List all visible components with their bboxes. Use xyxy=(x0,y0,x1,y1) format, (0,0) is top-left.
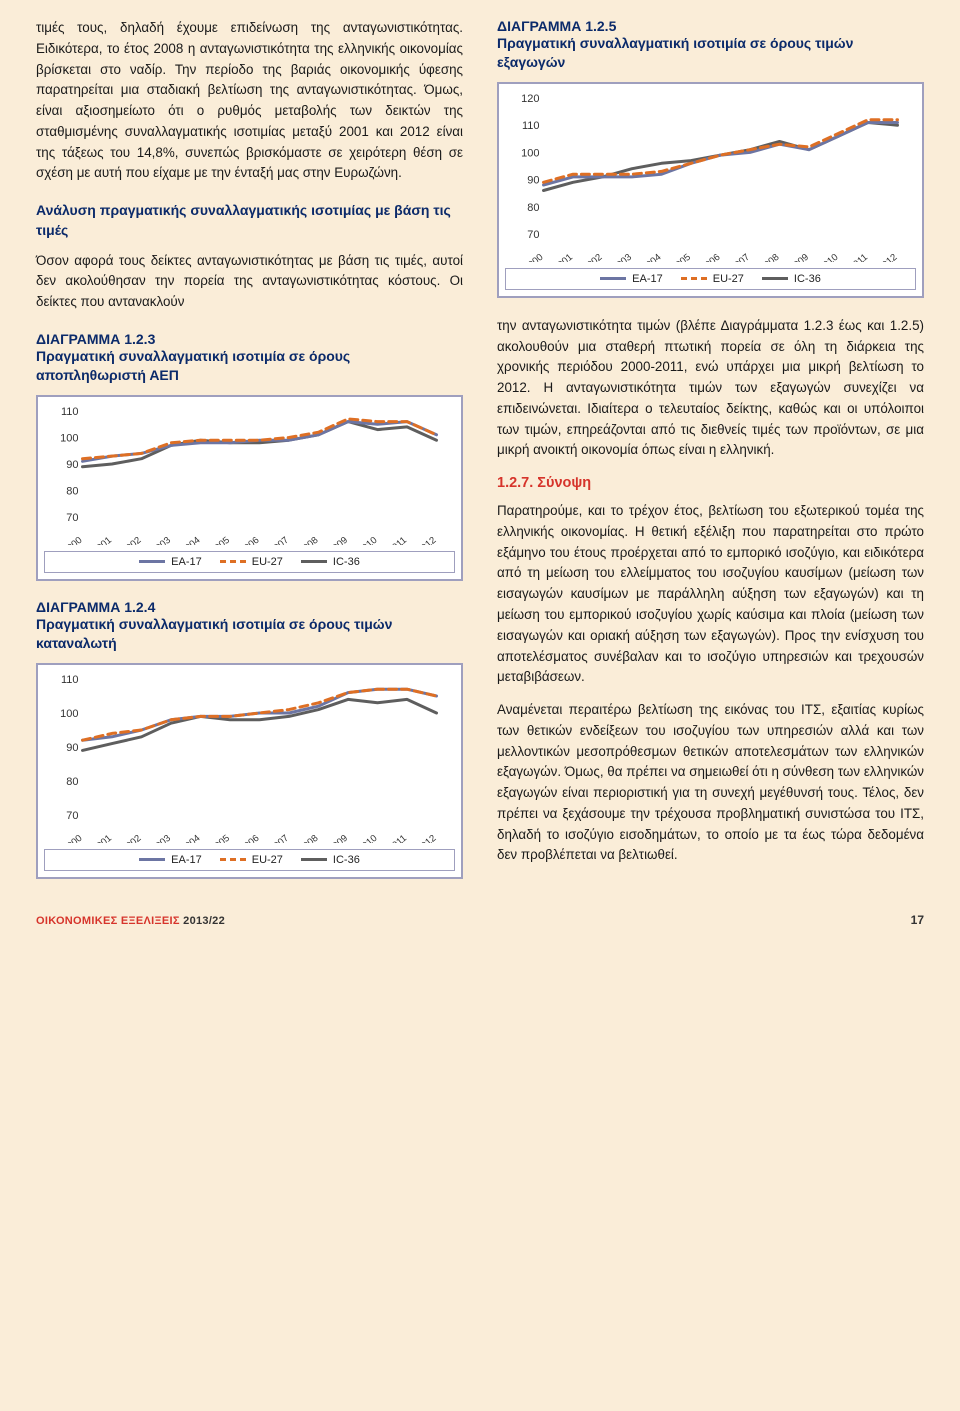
right-para-3: Αναμένεται περαιτέρω βελτίωση της εικόνα… xyxy=(497,700,924,866)
svg-text:70: 70 xyxy=(527,229,539,241)
legend-ic36: IC-36 xyxy=(301,556,360,568)
svg-text:2002: 2002 xyxy=(120,832,143,842)
diagram-124-block: ΔΙΑΓΡΑΜΜΑ 1.2.4 Πραγματική συναλλαγματικ… xyxy=(36,599,463,879)
diagram-124-num: ΔΙΑΓΡΑΜΜΑ 1.2.4 xyxy=(36,599,463,615)
svg-text:2010: 2010 xyxy=(356,832,379,842)
diagram-125-chart: 70 80 90 100 110 120 2000 2001 2002 2003 2004 2005 2… xyxy=(505,92,916,262)
svg-text:2009: 2009 xyxy=(327,832,350,842)
diagram-125-sub: Πραγματική συναλλαγματική ισοτιμία σε όρ… xyxy=(497,34,924,72)
right-column: ΔΙΑΓΡΑΜΜΑ 1.2.5 Πραγματική συναλλαγματικ… xyxy=(497,18,924,879)
svg-text:2010: 2010 xyxy=(356,535,379,545)
left-para-1: τιμές τους, δηλαδή έχουμε επιδείνωση της… xyxy=(36,18,463,184)
svg-text:80: 80 xyxy=(527,202,539,214)
svg-text:80: 80 xyxy=(66,776,78,788)
svg-text:90: 90 xyxy=(66,459,78,471)
svg-text:2005: 2005 xyxy=(209,832,232,842)
svg-text:2012: 2012 xyxy=(876,252,899,262)
svg-text:2006: 2006 xyxy=(238,832,261,842)
svg-text:2006: 2006 xyxy=(238,535,261,545)
right-para-1: την ανταγωνιστικότητα τιμών (βλέπε Διαγρ… xyxy=(497,316,924,461)
page-footer: ΟΙΚΟΝΟΜΙΚΕΣ ΕΞΕΛΙΞΕΙΣ 2013/22 17 xyxy=(36,913,924,927)
left-column: τιμές τους, δηλαδή έχουμε επιδείνωση της… xyxy=(36,18,463,879)
svg-text:110: 110 xyxy=(61,674,79,686)
diagram-124-chart: 70 80 90 100 110 2000 2001 2002 2003 2004 2005 2006… xyxy=(44,673,455,843)
svg-text:110: 110 xyxy=(522,120,540,132)
svg-text:2011: 2011 xyxy=(386,535,409,545)
svg-text:2000: 2000 xyxy=(61,832,84,842)
svg-text:2004: 2004 xyxy=(179,832,202,842)
svg-text:70: 70 xyxy=(66,810,78,822)
svg-text:2008: 2008 xyxy=(297,832,320,842)
svg-text:2012: 2012 xyxy=(415,832,438,842)
svg-text:2000: 2000 xyxy=(522,252,545,262)
svg-text:90: 90 xyxy=(66,742,78,754)
svg-text:2009: 2009 xyxy=(788,252,811,262)
svg-text:90: 90 xyxy=(527,174,539,186)
footer-issue: 2013/22 xyxy=(183,915,225,927)
svg-text:100: 100 xyxy=(521,147,539,159)
svg-text:2002: 2002 xyxy=(120,535,143,545)
legend-eu27: EU-27 xyxy=(681,273,744,285)
svg-text:2011: 2011 xyxy=(386,832,409,842)
svg-text:2005: 2005 xyxy=(670,252,693,262)
legend-ea17: EA-17 xyxy=(600,273,663,285)
svg-text:2004: 2004 xyxy=(640,252,663,262)
diagram-124-sub: Πραγματική συναλλαγματική ισοτιμία σε όρ… xyxy=(36,615,463,653)
legend-ea17: EA-17 xyxy=(139,556,202,568)
svg-text:2009: 2009 xyxy=(327,535,350,545)
svg-text:2001: 2001 xyxy=(91,832,114,842)
svg-text:2000: 2000 xyxy=(61,535,84,545)
legend-ic36: IC-36 xyxy=(301,854,360,866)
diagram-123-legend: EA-17 EU-27 IC-36 xyxy=(44,551,455,573)
diagram-123-sub: Πραγματική συναλλαγματική ισοτιμία σε όρ… xyxy=(36,347,463,385)
svg-text:2004: 2004 xyxy=(179,535,202,545)
footer-brand: ΟΙΚΟΝΟΜΙΚΕΣ ΕΞΕΛΙΞΕΙΣ 2013/22 xyxy=(36,915,225,927)
diagram-124-chart-frame: 70 80 90 100 110 2000 2001 2002 2003 2004 2005 2006… xyxy=(36,663,463,879)
diagram-125-chart-frame: 70 80 90 100 110 120 2000 2001 2002 2003 2004 2005 2… xyxy=(497,82,924,298)
svg-text:2007: 2007 xyxy=(268,832,291,842)
diagram-123-chart-frame: 70 80 90 100 110 2000 2001 2002 2003 2004 2005 2006… xyxy=(36,395,463,581)
svg-text:2003: 2003 xyxy=(150,832,173,842)
svg-text:2001: 2001 xyxy=(552,252,575,262)
legend-eu27: EU-27 xyxy=(220,854,283,866)
svg-text:70: 70 xyxy=(66,512,78,524)
legend-ea17: EA-17 xyxy=(139,854,202,866)
svg-text:2006: 2006 xyxy=(699,252,722,262)
diagram-125-block: ΔΙΑΓΡΑΜΜΑ 1.2.5 Πραγματική συναλλαγματικ… xyxy=(497,18,924,298)
diagram-125-num: ΔΙΑΓΡΑΜΜΑ 1.2.5 xyxy=(497,18,924,34)
diagram-123-num: ΔΙΑΓΡΑΜΜΑ 1.2.3 xyxy=(36,331,463,347)
legend-ic36: IC-36 xyxy=(762,273,821,285)
svg-text:100: 100 xyxy=(60,432,78,444)
svg-text:2001: 2001 xyxy=(91,535,114,545)
svg-text:120: 120 xyxy=(521,93,539,105)
diagram-123-chart: 70 80 90 100 110 2000 2001 2002 2003 2004 2005 2006… xyxy=(44,405,455,545)
svg-text:2010: 2010 xyxy=(817,252,840,262)
diagram-124-legend: EA-17 EU-27 IC-36 xyxy=(44,849,455,871)
page-columns: τιμές τους, δηλαδή έχουμε επιδείνωση της… xyxy=(36,18,924,879)
svg-text:2007: 2007 xyxy=(268,535,291,545)
svg-text:2003: 2003 xyxy=(611,252,634,262)
svg-text:2005: 2005 xyxy=(209,535,232,545)
footer-page-number: 17 xyxy=(911,913,924,927)
right-para-2: Παρατηρούμε, και το τρέχον έτος, βελτίωσ… xyxy=(497,501,924,688)
svg-text:2007: 2007 xyxy=(729,252,752,262)
svg-text:2003: 2003 xyxy=(150,535,173,545)
diagram-123-block: ΔΙΑΓΡΑΜΜΑ 1.2.3 Πραγματική συναλλαγματικ… xyxy=(36,331,463,581)
svg-text:2002: 2002 xyxy=(581,252,604,262)
diagram-125-legend: EA-17 EU-27 IC-36 xyxy=(505,268,916,290)
svg-text:100: 100 xyxy=(60,708,78,720)
right-section-head: 1.2.7. Σύνοψη xyxy=(497,475,924,491)
svg-text:110: 110 xyxy=(61,406,79,418)
svg-text:2008: 2008 xyxy=(297,535,320,545)
svg-text:2008: 2008 xyxy=(758,252,781,262)
svg-text:2012: 2012 xyxy=(415,535,438,545)
svg-text:80: 80 xyxy=(66,485,78,497)
legend-eu27: EU-27 xyxy=(220,556,283,568)
left-subhead: Ανάλυση πραγματικής συναλλαγματικής ισοτ… xyxy=(36,200,463,241)
svg-text:2011: 2011 xyxy=(847,252,870,262)
left-para-2: Όσον αφορά τους δείκτες ανταγωνιστικότητ… xyxy=(36,251,463,313)
footer-brand-text: ΟΙΚΟΝΟΜΙΚΕΣ ΕΞΕΛΙΞΕΙΣ xyxy=(36,915,180,927)
